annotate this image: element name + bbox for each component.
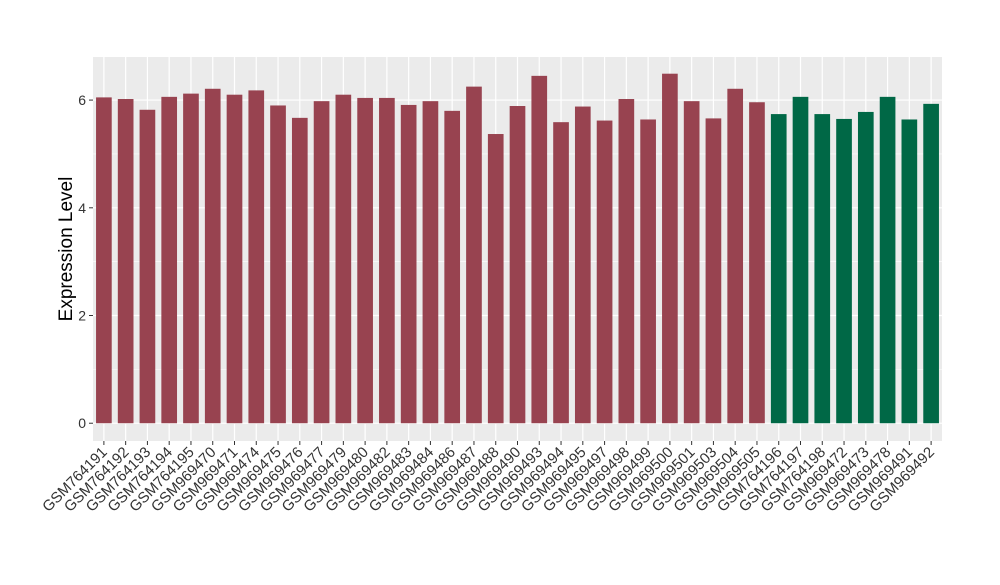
bar [705,118,722,424]
bar [727,88,744,424]
bar [618,99,635,424]
y-tick-label: 6 [78,92,86,108]
bar [836,118,852,424]
bar [379,97,395,424]
bar [117,99,134,424]
bar [531,75,548,424]
bar [509,106,526,424]
bar [422,101,439,424]
bar [640,119,656,424]
y-tick-label: 4 [78,200,86,216]
bar [792,96,809,424]
bar [139,109,156,424]
bar [313,101,330,424]
bar [901,119,918,424]
bar [749,102,765,424]
bar [248,90,265,424]
bar [857,111,874,424]
bar [400,104,417,424]
bar [161,96,178,424]
bar [662,73,678,424]
bar [596,120,613,424]
bar [770,114,787,424]
bar [226,94,243,424]
bar [923,103,939,424]
bar [574,106,591,424]
y-tick-label: 0 [78,415,86,431]
bar [879,96,896,424]
bar [553,122,569,424]
bar [814,114,831,424]
bar [487,134,504,424]
bar [183,93,199,424]
y-tick-label: 2 [78,308,86,324]
bar [357,97,373,424]
bar [683,101,700,424]
bar [96,97,112,424]
bar [204,88,221,424]
bar [466,86,482,424]
bar [444,110,461,424]
bar [291,117,308,424]
y-axis-title: Expression Level [56,177,77,322]
bar [270,105,286,424]
bar [335,94,352,424]
